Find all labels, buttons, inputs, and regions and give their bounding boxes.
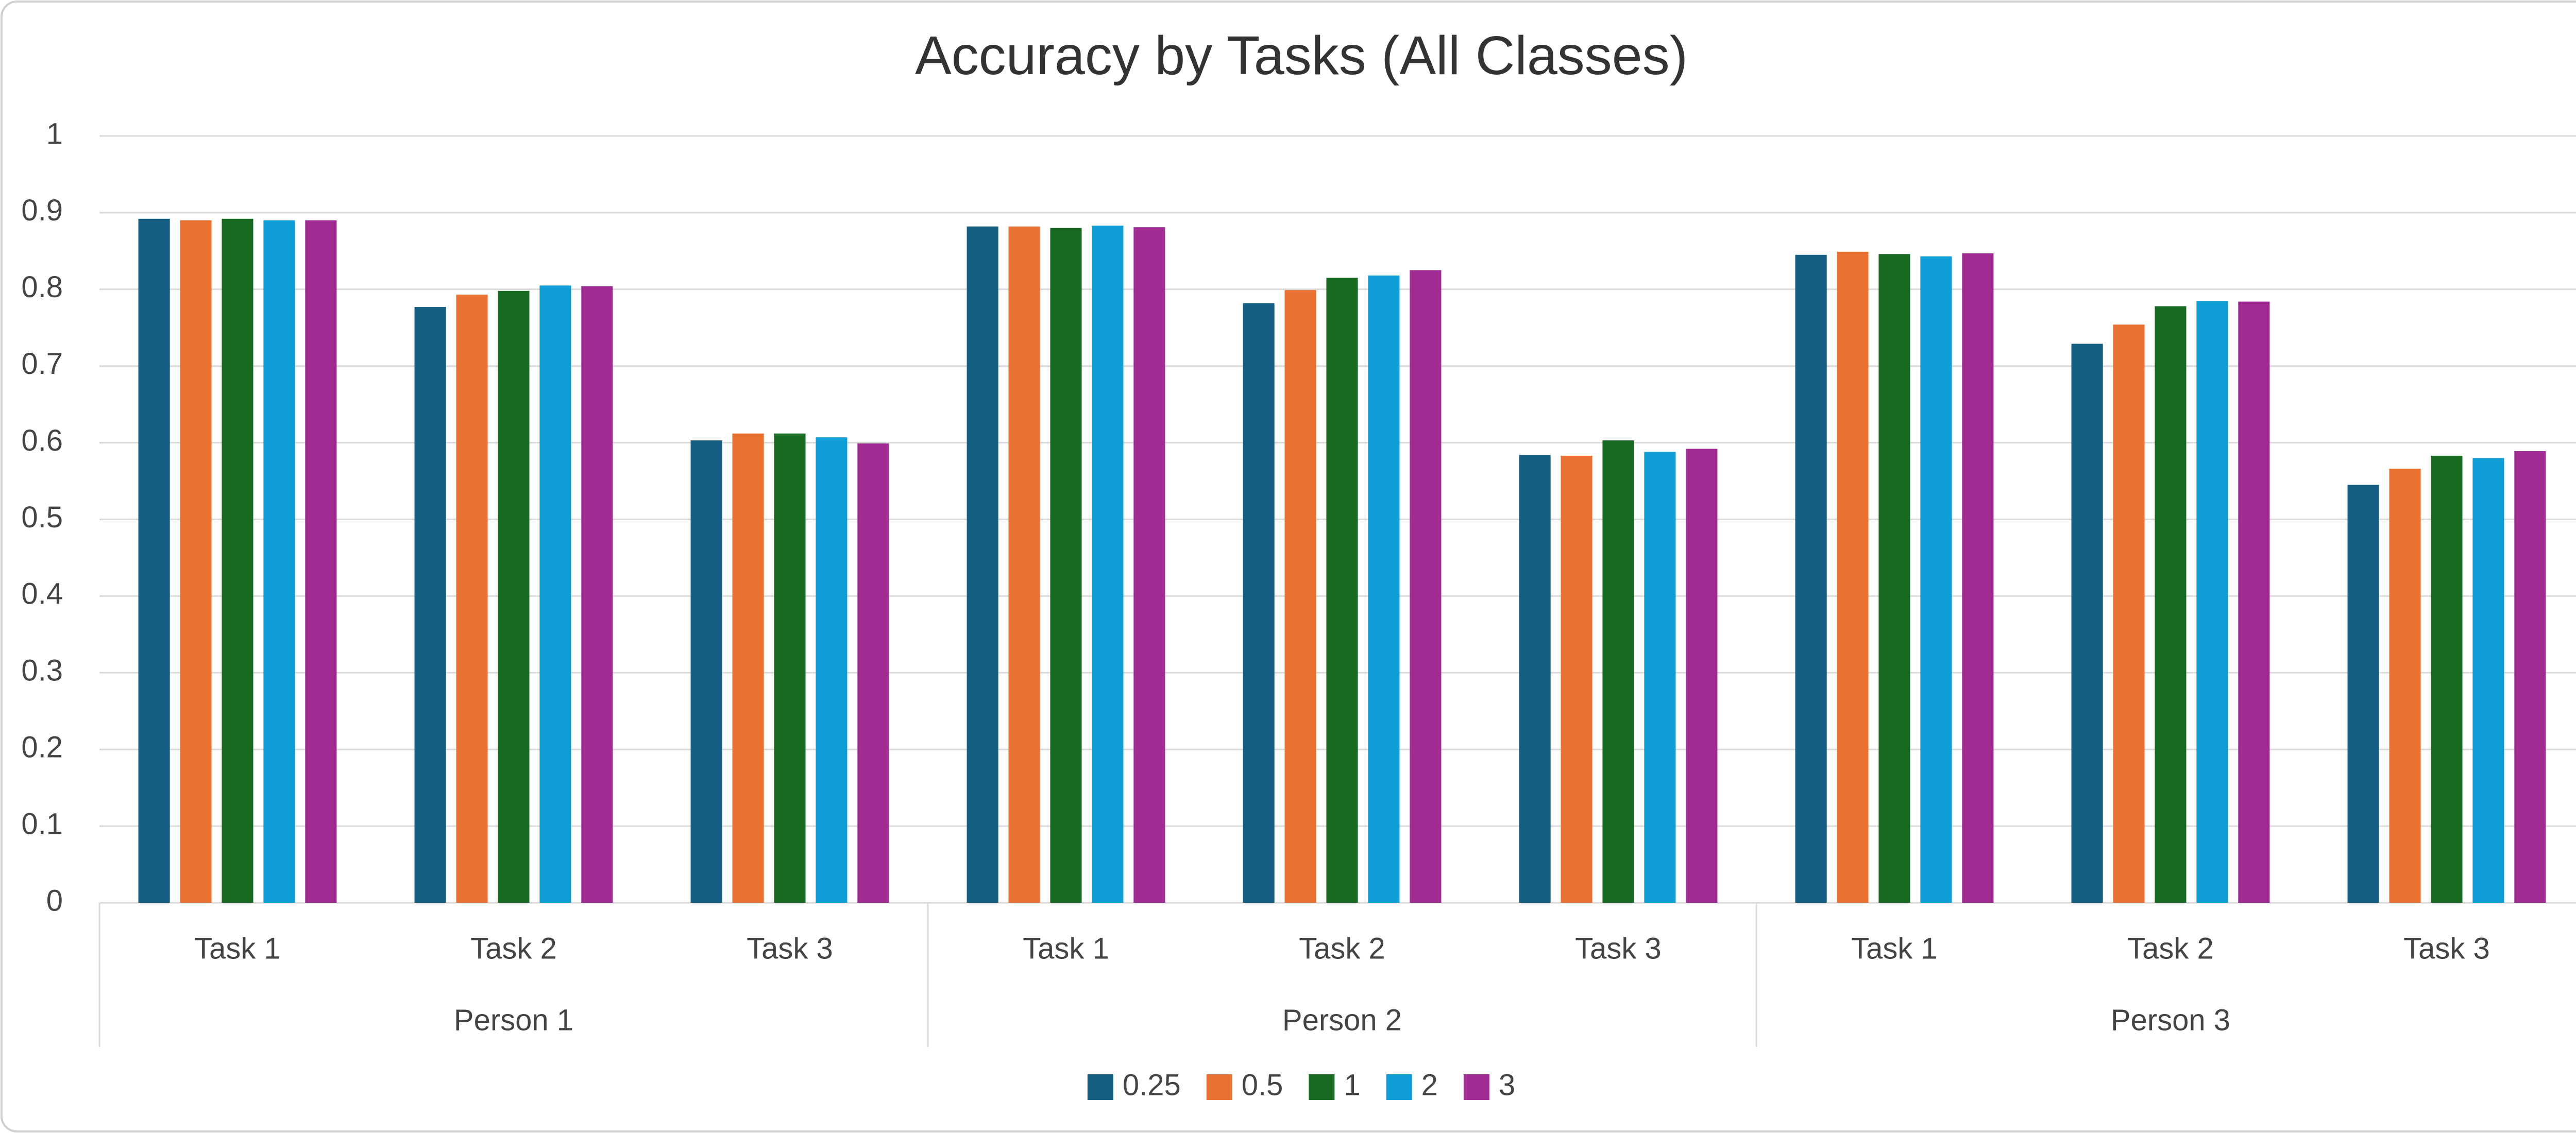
bar [1410, 270, 1442, 903]
bar [2431, 455, 2463, 903]
bar [263, 220, 295, 903]
bar [1284, 290, 1316, 903]
bar [1368, 275, 1400, 903]
bar [967, 226, 998, 903]
y-tick-label: 0 [46, 884, 63, 917]
bar [1092, 226, 1124, 903]
group-label: Person 2 [1282, 1003, 1402, 1037]
y-tick-label: 0.6 [21, 424, 63, 457]
group-label: Person 1 [454, 1003, 573, 1037]
bar [1561, 455, 1592, 903]
bar [857, 443, 889, 903]
x-tick-label: Task 3 [2403, 932, 2490, 965]
chart-title: Accuracy by Tasks (All Classes) [915, 25, 1688, 86]
bar [456, 295, 488, 903]
legend-swatch [1463, 1074, 1489, 1100]
bar [2389, 469, 2421, 903]
bar [774, 433, 806, 903]
x-tick-label: Task 1 [1851, 932, 1938, 965]
bar [138, 218, 170, 903]
group-label: Person 3 [2111, 1003, 2230, 1037]
bar [1962, 253, 1994, 903]
y-tick-label: 0.8 [21, 270, 63, 304]
x-tick-label: Task 1 [1023, 932, 1109, 965]
bar [2196, 301, 2228, 903]
bar [1519, 455, 1551, 903]
bar [732, 433, 764, 903]
bar [2347, 485, 2379, 903]
bar [1008, 226, 1040, 903]
bar [1878, 254, 1910, 903]
x-tick-label: Task 3 [747, 932, 833, 965]
bar [581, 286, 613, 903]
bar [690, 440, 722, 903]
legend-swatch [1206, 1074, 1232, 1100]
x-tick-label: Task 2 [1299, 932, 1385, 965]
y-tick-label: 0.2 [21, 731, 63, 764]
bar [2071, 344, 2103, 903]
x-tick-label: Task 2 [2127, 932, 2214, 965]
legend-label: 0.5 [1242, 1068, 1283, 1102]
legend-label: 0.25 [1123, 1068, 1181, 1102]
bar [2472, 458, 2504, 903]
bar [180, 220, 212, 903]
bar [222, 218, 253, 903]
y-tick-label: 0.4 [21, 577, 63, 611]
bar [1050, 228, 1082, 903]
legend-swatch [1309, 1074, 1335, 1100]
legend-swatch [1386, 1074, 1412, 1100]
bar [1133, 227, 1165, 903]
x-tick-label: Task 2 [470, 932, 557, 965]
bar [1837, 251, 1869, 903]
legend-label: 3 [1499, 1068, 1515, 1102]
legend-label: 2 [1421, 1068, 1438, 1102]
bar [2238, 301, 2270, 903]
legend-swatch [1087, 1074, 1113, 1100]
bar [1686, 449, 1718, 903]
y-tick-label: 1 [46, 117, 63, 150]
bar [1920, 256, 1952, 903]
legend-label: 1 [1344, 1068, 1360, 1102]
bar [1326, 278, 1358, 903]
y-tick-label: 0.3 [21, 654, 63, 688]
y-tick-label: 0.7 [21, 347, 63, 381]
bar [1644, 452, 1676, 903]
bar [816, 437, 848, 903]
bar [414, 307, 446, 903]
bar [1795, 254, 1827, 903]
bar [539, 285, 571, 903]
y-tick-label: 0.1 [21, 807, 63, 840]
bar [2514, 451, 2546, 903]
y-tick-label: 0.5 [21, 501, 63, 534]
bar [305, 220, 337, 903]
bar [498, 290, 530, 903]
y-tick-label: 0.9 [21, 194, 63, 227]
bar [1602, 440, 1634, 903]
x-tick-label: Task 1 [194, 932, 281, 965]
bar [2155, 306, 2187, 903]
bar [2113, 324, 2145, 903]
bar [1243, 303, 1275, 903]
x-tick-label: Task 3 [1575, 932, 1662, 965]
